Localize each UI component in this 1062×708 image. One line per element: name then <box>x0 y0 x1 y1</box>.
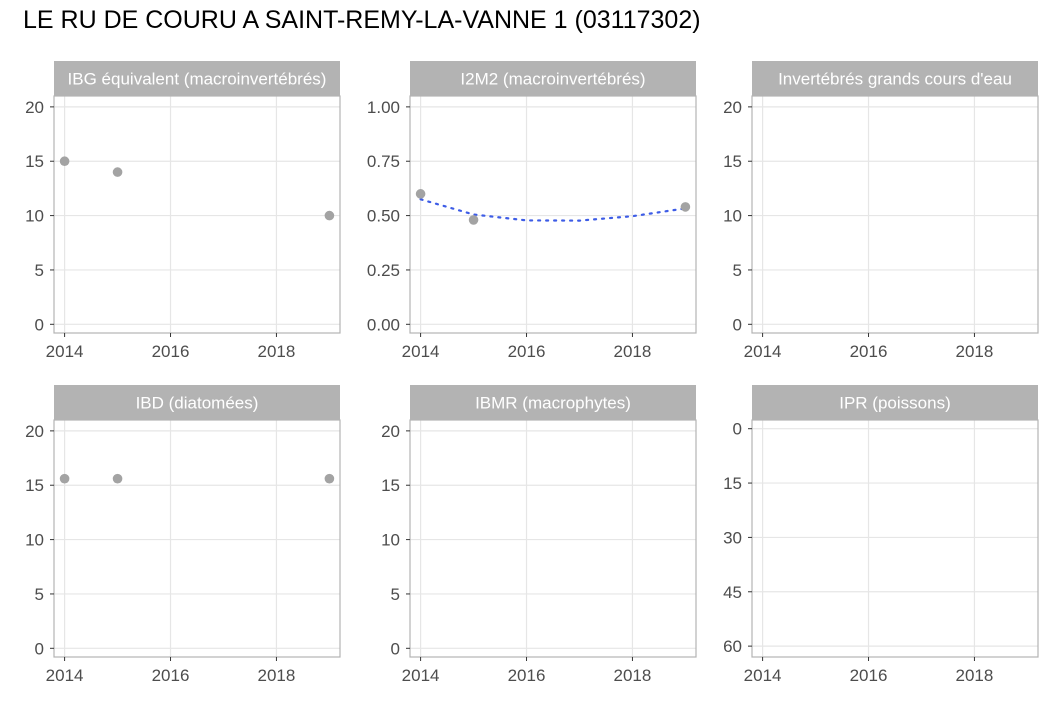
y-tick-label: 20 <box>381 422 400 441</box>
facet-strip <box>410 61 696 96</box>
y-tick-label: 10 <box>25 531 44 550</box>
facet-strip <box>752 61 1038 96</box>
facet-strip <box>54 385 340 420</box>
y-tick-label: 15 <box>723 474 742 493</box>
x-tick-label: 2018 <box>258 342 296 361</box>
y-tick-label: 0 <box>35 639 44 658</box>
y-tick-label: 10 <box>381 531 400 550</box>
y-tick-label: 0.25 <box>367 261 400 280</box>
x-tick-label: 2016 <box>850 666 888 685</box>
x-tick-label: 2018 <box>956 666 994 685</box>
x-tick-label: 2014 <box>402 342 440 361</box>
y-tick-label: 60 <box>723 637 742 656</box>
panel-border <box>409 95 697 334</box>
data-point <box>324 473 335 484</box>
facet-title: IBD (diatomées) <box>136 394 259 413</box>
x-tick-label: 2018 <box>258 666 296 685</box>
facet-panel: IBMR (macrophytes) 0 5 10 15 20 2014 2016 2018 <box>381 385 697 685</box>
panel-border <box>53 419 341 658</box>
facet-strip <box>410 385 696 420</box>
x-tick-label: 2014 <box>744 666 782 685</box>
y-tick-label: 0 <box>733 315 742 334</box>
y-tick-label: 15 <box>381 476 400 495</box>
x-tick-label: 2016 <box>508 666 546 685</box>
data-point <box>112 473 123 484</box>
data-point <box>680 202 691 212</box>
y-tick-label: 20 <box>25 98 44 117</box>
y-tick-label: 15 <box>723 152 742 171</box>
data-point <box>59 156 70 167</box>
x-tick-label: 2018 <box>614 666 652 685</box>
x-tick-label: 2014 <box>744 342 782 361</box>
facet-strip <box>54 61 340 96</box>
x-tick-label: 2014 <box>46 666 84 685</box>
data-point <box>112 167 123 177</box>
facet-panel: I2M2 (macroinvertébrés) 0.00 0.25 0.50 0.75 1… <box>367 61 697 361</box>
facet-title: IBG équivalent (macroinvertébrés) <box>68 70 327 89</box>
x-tick-label: 2014 <box>402 666 440 685</box>
facet-panel: IBD (diatomées) 0 5 10 15 20 2014 2016 2018 <box>25 385 341 685</box>
y-tick-label: 0.00 <box>367 315 400 334</box>
facet-strip <box>752 385 1038 420</box>
panel-border <box>751 419 1039 658</box>
y-tick-label: 15 <box>25 152 44 171</box>
facet-panel: Invertébrés grands cours d'eau 0 5 10 15 20 20… <box>723 61 1039 361</box>
x-tick-label: 2018 <box>614 342 652 361</box>
y-tick-label: 5 <box>733 261 742 280</box>
y-tick-label: 5 <box>35 585 44 604</box>
y-tick-label: 45 <box>723 583 742 602</box>
panel-border <box>53 95 341 334</box>
facet-panel: IBG équivalent (macroinvertébrés) 0 5 10 15 2… <box>25 61 341 361</box>
y-tick-label: 20 <box>723 98 742 117</box>
y-tick-label: 1.00 <box>367 98 400 117</box>
x-tick-label: 2018 <box>956 342 994 361</box>
facet-title: IBMR (macrophytes) <box>475 394 631 413</box>
panel-border <box>751 95 1039 334</box>
y-tick-label: 10 <box>25 207 44 226</box>
data-point <box>415 189 426 199</box>
y-tick-label: 5 <box>35 261 44 280</box>
panel-border <box>409 419 697 658</box>
data-point <box>59 473 70 484</box>
y-tick-label: 5 <box>391 585 400 604</box>
x-tick-label: 2014 <box>46 342 84 361</box>
y-tick-label: 20 <box>25 422 44 441</box>
facet-title: IPR (poissons) <box>839 394 950 413</box>
data-point <box>324 210 335 221</box>
page-title: LE RU DE COURU A SAINT-REMY-LA-VANNE 1 (… <box>23 6 701 34</box>
trend-line <box>419 198 687 222</box>
facet-title: Invertébrés grands cours d'eau <box>778 70 1012 89</box>
facet-title: I2M2 (macroinvertébrés) <box>460 70 645 89</box>
x-tick-label: 2016 <box>850 342 888 361</box>
y-tick-label: 0 <box>733 420 742 439</box>
y-tick-label: 0.75 <box>367 152 400 171</box>
y-tick-label: 0 <box>35 315 44 334</box>
y-tick-label: 0.50 <box>367 207 400 226</box>
y-tick-label: 10 <box>723 207 742 226</box>
y-tick-label: 30 <box>723 528 742 547</box>
x-tick-label: 2016 <box>152 666 190 685</box>
x-tick-label: 2016 <box>152 342 190 361</box>
x-tick-label: 2016 <box>508 342 546 361</box>
y-tick-label: 15 <box>25 476 44 495</box>
y-tick-label: 0 <box>391 639 400 658</box>
data-point <box>468 215 479 225</box>
